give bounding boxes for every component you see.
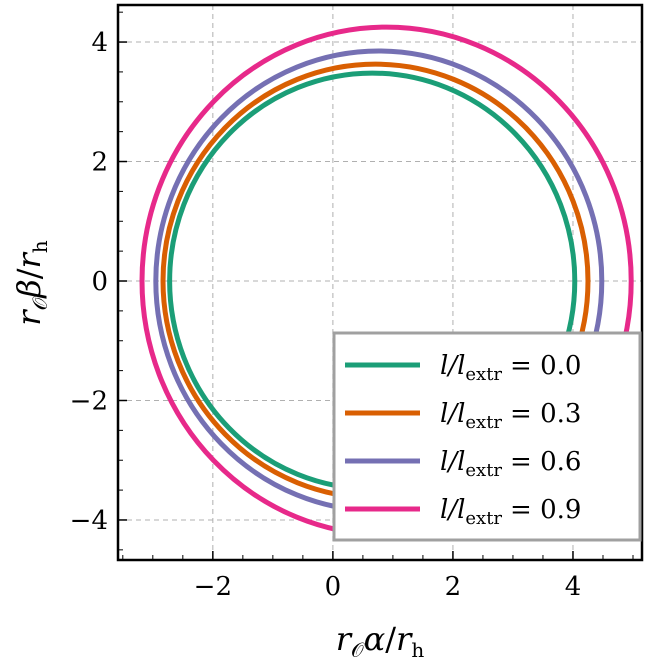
x-axis-label: r𝒪α/rh — [336, 620, 425, 662]
y-tick-label: −2 — [70, 386, 108, 416]
legend-label: l/lextr = 0.3 — [440, 399, 581, 433]
ticks: −2 0 2 4 −4 −2 0 2 4 — [70, 11, 634, 602]
x-tick-label: 0 — [325, 572, 342, 602]
y-tick-label: 4 — [91, 28, 108, 58]
x-tick-label: −2 — [194, 572, 232, 602]
y-axis-label: r𝒪β/rh — [10, 240, 52, 325]
y-tick-label: 0 — [91, 267, 108, 297]
legend-label: l/lextr = 0.0 — [440, 351, 581, 385]
legend-label: l/lextr = 0.6 — [440, 447, 581, 481]
plot-frame — [116, 3, 644, 562]
x-tick-label: 2 — [445, 572, 462, 602]
y-tick-label: −4 — [70, 506, 108, 536]
x-tick-label: 4 — [565, 572, 582, 602]
legend: l/lextr = 0.0 l/lextr = 0.3 l/lextr = 0.6 l/le… — [332, 331, 642, 542]
legend-label: l/lextr = 0.9 — [440, 495, 581, 529]
y-tick-label: 2 — [91, 148, 108, 178]
